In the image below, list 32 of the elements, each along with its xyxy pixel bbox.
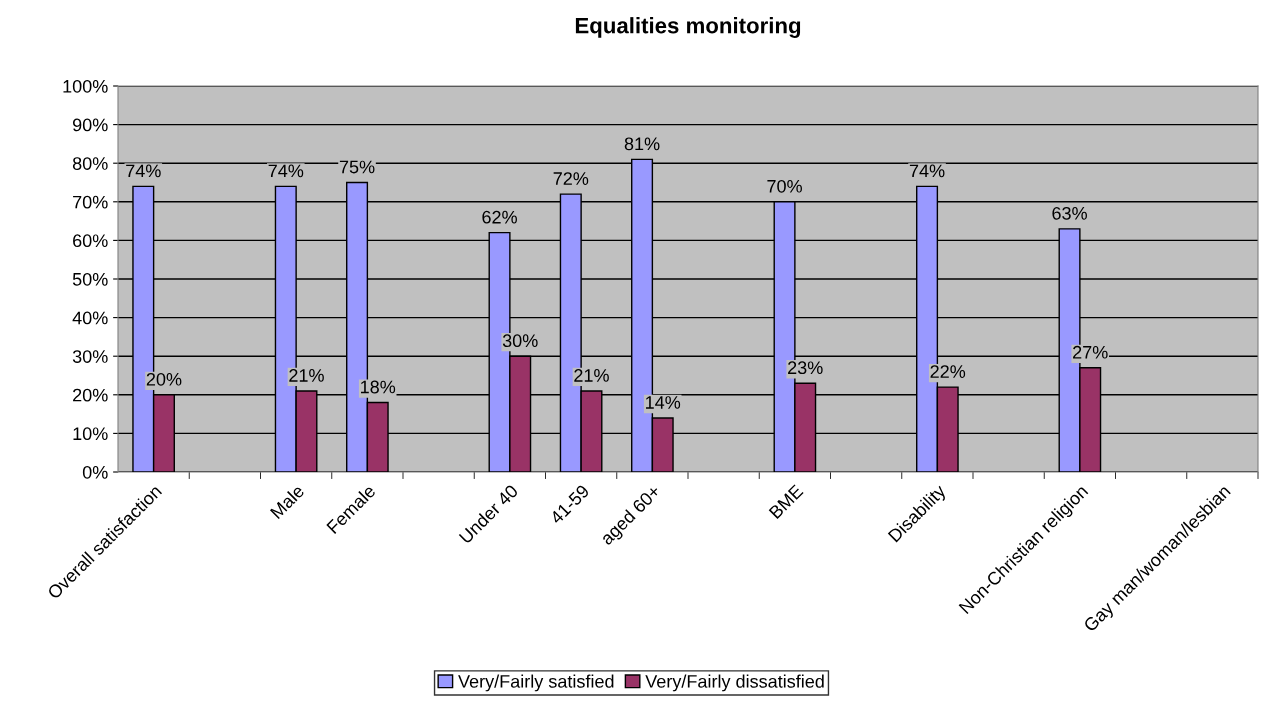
data-label: 74% [268, 164, 304, 178]
data-label: 72% [553, 172, 589, 185]
y-tick-label: 90% [72, 118, 108, 132]
data-label: 21% [289, 369, 324, 382]
y-tick-label: 60% [73, 234, 108, 248]
data-label: 21% [574, 369, 609, 382]
data-label: 63% [1052, 206, 1087, 220]
y-tick-label: 70% [73, 195, 108, 209]
data-label: 70% [767, 179, 802, 193]
data-label: 74% [909, 164, 945, 178]
data-label: 74% [126, 164, 161, 178]
data-label: 62% [482, 210, 517, 224]
y-tick-label: 20% [73, 388, 108, 402]
chart-title: Equalities monitoring [575, 17, 801, 38]
y-tick-label: 30% [72, 350, 108, 363]
y-tick-label: 10% [73, 427, 108, 441]
data-label: 22% [930, 365, 966, 378]
data-label: 30% [502, 334, 538, 348]
data-label: 18% [361, 380, 396, 394]
y-tick-label: 0% [82, 465, 108, 479]
y-tick-label: 100% [63, 79, 108, 93]
y-tick-label: 50% [72, 272, 108, 286]
data-label: 81% [624, 137, 660, 151]
legend-label: Very/Fairly dissatisfied [645, 674, 824, 692]
legend-label: Very/Fairly satisfied [458, 674, 614, 692]
y-tick-label: 40% [72, 311, 108, 325]
data-label: 14% [646, 396, 681, 409]
data-label: 75% [339, 160, 375, 174]
data-label: 27% [1073, 345, 1108, 359]
y-tick-label: 80% [72, 157, 108, 170]
data-label: 20% [146, 372, 182, 386]
data-label: 23% [788, 361, 823, 375]
